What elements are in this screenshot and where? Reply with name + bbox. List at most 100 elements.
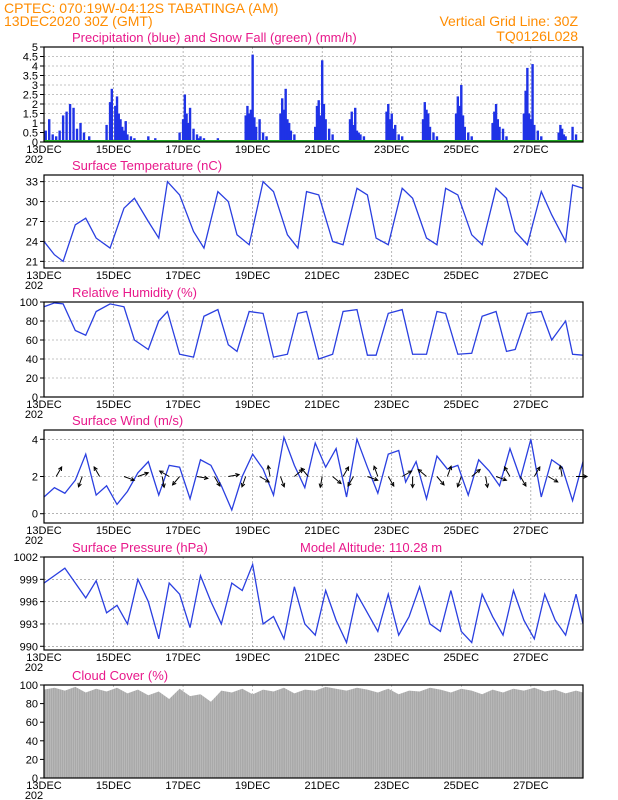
wind-arrow-shaft <box>279 476 285 488</box>
precip-bar <box>195 134 199 142</box>
wind-arrow-head <box>407 470 413 475</box>
wind-arrow-shaft <box>241 476 247 488</box>
wind-arrow-shaft <box>332 476 342 484</box>
wind-date-label: 17DEC <box>165 525 201 537</box>
precip-bar <box>282 109 286 142</box>
wind-frame <box>43 429 584 524</box>
cloud-date-label: 25DEC <box>444 780 480 792</box>
precip-bar <box>51 134 54 142</box>
humidity-year-stub: 202 <box>25 409 43 421</box>
wind-arrow-head <box>373 476 379 482</box>
humidity-ytick-label: 80 <box>26 316 38 328</box>
precip-bar <box>114 105 117 142</box>
wind-date-label: 25DEC <box>444 525 480 537</box>
precip-bar <box>44 130 47 142</box>
cloud-date-label: 17DEC <box>165 780 201 792</box>
precip-bar <box>454 113 458 142</box>
wind-arrow-shaft <box>342 466 349 477</box>
panel-cloud: Cloud Cover (%) 0 20 40 60 80 100 13DEC 15DEC 17D… <box>20 668 584 800</box>
temperature-ytick-label: 30 <box>26 197 38 209</box>
cloud-ytick-label: 40 <box>26 736 38 748</box>
wind-arrow-head <box>417 468 423 474</box>
wind-arrow-head <box>144 471 150 477</box>
cloud-date-label: 27DEC <box>513 780 549 792</box>
precip-bar <box>58 130 61 142</box>
humidity-date-label: 23DEC <box>374 399 410 411</box>
wind-arrow-shaft <box>78 476 83 488</box>
wind-arrow-head <box>318 483 324 489</box>
precip-bar <box>392 128 395 142</box>
wind-arrow-head <box>447 465 453 471</box>
precip-bar <box>427 113 430 142</box>
precip-bar <box>467 132 470 142</box>
precip-bar <box>458 105 461 142</box>
temperature-date-label: 19DEC <box>235 270 271 282</box>
temperature-date-label: 27DEC <box>513 270 549 282</box>
precip-bar <box>435 136 439 142</box>
precip-bar <box>359 134 362 142</box>
cloud-ytick-label: 80 <box>26 699 38 711</box>
precip-bar <box>571 126 574 142</box>
precip-ytick-label: 4 <box>32 61 38 73</box>
precip-bar <box>354 107 357 142</box>
precip-bar <box>65 111 68 142</box>
wind-arrow-shaft <box>387 476 395 487</box>
precip-bar <box>498 126 501 142</box>
wind-date-label: 21DEC <box>304 525 340 537</box>
wind-arrow-shaft <box>55 466 63 477</box>
precip-ytick-label: 1 <box>32 118 38 130</box>
precip-bar <box>394 124 397 142</box>
precip-date-label: 15DEC <box>96 144 132 156</box>
wind-arrow-shaft <box>228 474 240 477</box>
wind-arrow-shaft <box>457 476 462 488</box>
pressure-date-label: 19DEC <box>235 652 271 664</box>
precip-date-label: 13DEC <box>26 144 62 156</box>
temperature-date-label: 21DEC <box>304 270 340 282</box>
precip-bar <box>293 134 296 142</box>
temperature-year-stub: 202 <box>25 280 43 292</box>
pressure-date-label: 21DEC <box>304 652 340 664</box>
wind-arrow-shaft <box>172 476 181 486</box>
wind-arrow-head <box>265 478 271 483</box>
temperature-date-label: 23DEC <box>374 270 410 282</box>
precip-bar <box>536 130 539 142</box>
humidity-date-label: 17DEC <box>165 399 201 411</box>
temperature-ytick-label: 33 <box>26 177 38 189</box>
precip-bar <box>357 132 360 142</box>
run-date: 13DEC2020 30Z (GMT) <box>4 13 153 29</box>
panel-pressure: Surface Pressure (hPa) Model Altitude: 11… <box>14 540 584 674</box>
wind-title: Surface Wind (m/s) <box>72 413 183 428</box>
precip-bar <box>68 104 72 142</box>
precip-bar <box>560 128 564 142</box>
precip-bar <box>246 105 249 142</box>
wind-arrow-shaft <box>533 466 541 477</box>
temperature-date-label: 17DEC <box>165 270 201 282</box>
wind-arrow-head <box>373 465 378 471</box>
wind-date-label: 15DEC <box>96 525 132 537</box>
precip-bar <box>287 123 291 142</box>
pressure-ytick-label: 999 <box>20 574 38 586</box>
pressure-title: Surface Pressure (hPa) <box>72 540 208 555</box>
wind-arrow-shaft <box>137 472 149 477</box>
precip-bar <box>284 88 287 142</box>
pressure-ytick-label: 990 <box>20 641 38 653</box>
precip-bar <box>251 54 254 142</box>
precip-bar <box>331 134 334 142</box>
pressure-ytick-label: 996 <box>20 597 38 609</box>
precip-bar <box>187 123 190 142</box>
wind-ytick-label: 0 <box>32 509 38 521</box>
precip-bar <box>574 134 578 142</box>
humidity-ytick-label: 60 <box>26 335 38 347</box>
wind-arrow-head <box>410 483 415 489</box>
precip-bar <box>258 119 261 142</box>
humidity-ytick-label: 0 <box>32 392 38 404</box>
wind-arrow-head <box>158 470 164 475</box>
wind-arrow-head <box>216 482 221 487</box>
precip-bar <box>529 119 533 142</box>
precip-bar <box>121 126 124 142</box>
cloud-ytick-label: 100 <box>20 680 38 692</box>
precip-bar <box>188 107 192 142</box>
wind-arrow-head <box>558 464 564 470</box>
temperature-frame <box>43 174 584 269</box>
